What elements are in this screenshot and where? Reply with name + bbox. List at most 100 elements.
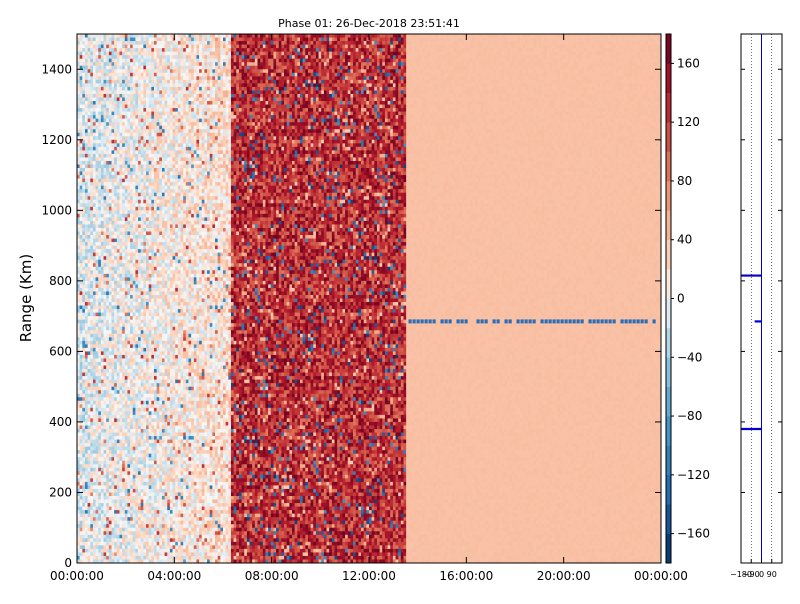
heatmap-cell (85, 196, 88, 200)
heatmap-cell (88, 397, 91, 401)
heatmap-cell (82, 390, 85, 394)
heatmap-cell (82, 323, 85, 327)
heatmap-cell (98, 418, 101, 422)
heatmap-cell (109, 316, 112, 320)
heatmap-cell (85, 366, 88, 370)
heatmap-cell (93, 221, 96, 225)
heatmap-cell (90, 115, 93, 119)
heatmap-cell (98, 447, 101, 451)
heatmap-cell (101, 362, 104, 366)
heatmap-cell (90, 373, 93, 377)
heatmap-cell (104, 390, 107, 394)
heatmap-cell (88, 394, 91, 398)
heatmap-cell (93, 189, 96, 193)
heatmap-cell (104, 531, 107, 535)
heatmap-cell (82, 210, 85, 214)
heatmap-cell (104, 193, 107, 197)
heatmap-cell (80, 295, 83, 299)
heatmap-cell (104, 105, 107, 109)
heatmap-cell (90, 531, 93, 535)
heatmap-cell (88, 83, 91, 87)
heatmap-cell (98, 433, 101, 437)
heatmap-cell (98, 260, 101, 264)
heatmap-cell (93, 425, 96, 429)
heatmap-cell (101, 376, 104, 380)
heatmap-cell (82, 542, 85, 546)
heatmap-cell (104, 376, 107, 380)
heatmap-cell (90, 383, 93, 387)
heatmap-cell (101, 366, 104, 370)
heatmap-cell (82, 228, 85, 232)
heatmap-cell (88, 295, 91, 299)
heatmap-cell (96, 514, 99, 518)
heatmap-cell (96, 161, 99, 165)
heatmap-cell (109, 115, 112, 119)
heatmap-cell (85, 341, 88, 345)
heatmap-cell (82, 41, 85, 45)
heatmap-cell (104, 411, 107, 415)
heatmap-cell (82, 221, 85, 225)
heatmap-cell (104, 249, 107, 253)
heatmap-cell (106, 313, 109, 317)
heatmap-cell (93, 55, 96, 59)
heatmap-cell (85, 115, 88, 119)
heatmap-cell (93, 108, 96, 112)
heatmap-cell (90, 129, 93, 133)
heatmap-cell (88, 461, 91, 465)
heatmap-cell (82, 284, 85, 288)
heatmap-cell (104, 119, 107, 123)
heatmap-cell (98, 164, 101, 168)
heatmap-cell (106, 425, 109, 429)
heatmap-cell (109, 133, 112, 137)
heatmap-cell (106, 270, 109, 274)
heatmap-cell (80, 157, 83, 161)
heatmap-cell (90, 175, 93, 179)
heatmap-cell (98, 210, 101, 214)
heatmap-cell (80, 507, 83, 511)
heatmap-cell (80, 387, 83, 391)
heatmap-cell (104, 552, 107, 556)
heatmap-cell (98, 193, 101, 197)
heatmap-cell (88, 521, 91, 525)
heatmap-cell (88, 164, 91, 168)
heatmap-cell (80, 83, 83, 87)
heatmap-cell (88, 203, 91, 207)
heatmap-cell (106, 277, 109, 281)
heatmap-cell (101, 464, 104, 468)
heatmap-cell (80, 355, 83, 359)
heatmap-cell (88, 411, 91, 415)
heatmap-cell (96, 168, 99, 172)
heatmap-cell (98, 45, 101, 49)
heatmap-cell (85, 425, 88, 429)
heatmap-cell (101, 34, 104, 38)
heatmap-cell (98, 517, 101, 521)
heatmap-cell (82, 172, 85, 176)
heatmap-cell (80, 94, 83, 98)
heatmap-cell (93, 461, 96, 465)
heatmap-cell (85, 309, 88, 313)
heatmap-cell (109, 147, 112, 151)
heatmap-cell (96, 52, 99, 56)
heatmap-cell (104, 281, 107, 285)
heatmap-cell (93, 302, 96, 306)
heatmap-cell (88, 366, 91, 370)
heatmap-cell (93, 80, 96, 84)
heatmap-cell (80, 514, 83, 518)
heatmap-cell (85, 136, 88, 140)
heatmap-cell (98, 348, 101, 352)
heatmap-cell (85, 433, 88, 437)
heatmap-cell (80, 316, 83, 320)
heatmap-cell (90, 112, 93, 116)
heatmap-cell (82, 224, 85, 228)
heatmap-cell (96, 260, 99, 264)
heatmap-cell (96, 249, 99, 253)
heatmap-cell (82, 408, 85, 412)
heatmap-cell (85, 242, 88, 246)
heatmap-cell (98, 429, 101, 433)
heatmap-cell (93, 97, 96, 101)
heatmap-cell (82, 394, 85, 398)
heatmap-cell (85, 214, 88, 218)
heatmap-cell (88, 489, 91, 493)
heatmap-cell (88, 422, 91, 426)
heatmap-cell (106, 214, 109, 218)
